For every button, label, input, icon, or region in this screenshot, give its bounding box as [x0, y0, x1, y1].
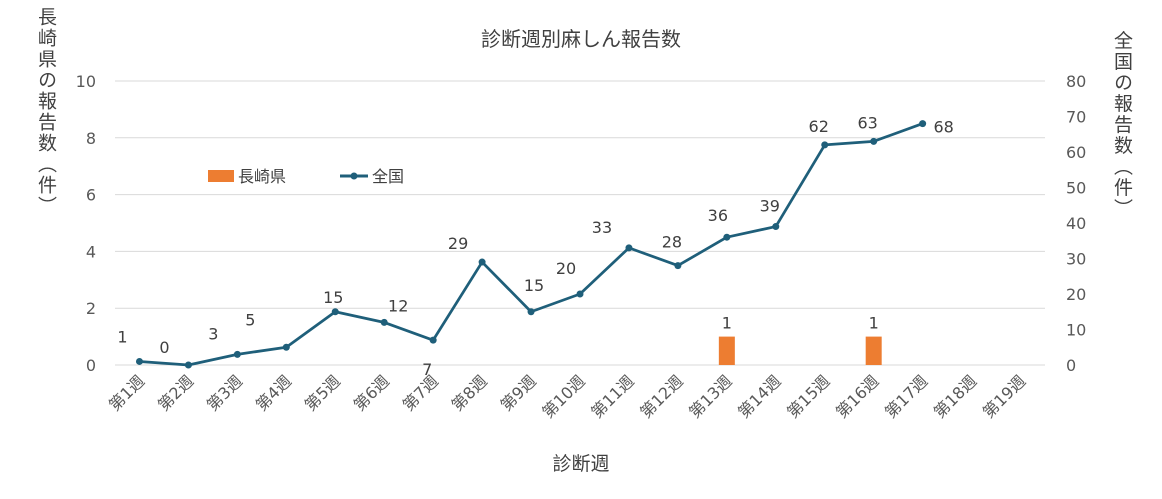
legend-swatch-nagasaki: [208, 170, 234, 182]
right-axis-title: 全国の報告数（件）: [1111, 30, 1133, 219]
line-point: [429, 336, 437, 344]
x-tick-label: 第12週: [636, 371, 686, 421]
right-tick-label: 50: [1066, 179, 1086, 198]
line-point: [625, 244, 633, 252]
line-data-label: 5: [245, 310, 255, 329]
x-tick-label: 第16週: [832, 371, 882, 421]
line-point: [184, 361, 192, 369]
line-path-national: [139, 122, 924, 367]
left-tick-label: 6: [86, 186, 96, 205]
line-series-national: [135, 120, 927, 369]
bar-series-nagasaki: [718, 336, 882, 365]
right-tick-label: 80: [1066, 72, 1086, 91]
line-point: [331, 308, 339, 316]
x-tick-label: 第1週: [105, 371, 148, 414]
x-tick-label: 第2週: [154, 371, 197, 414]
x-tick-label: 第13週: [685, 371, 735, 421]
x-tick-label: 第3週: [203, 371, 246, 414]
x-tick-label: 第6週: [350, 371, 393, 414]
legend-label-national: 全国: [372, 167, 404, 186]
left-tick-label: 0: [86, 356, 96, 375]
x-tick-label: 第9週: [497, 371, 540, 414]
left-axis-title: 長崎県の報告数（件）: [35, 7, 57, 217]
line-point: [478, 258, 486, 266]
line-data-label: 63: [858, 113, 878, 132]
line-data-label: 62: [809, 117, 829, 136]
left-tick-label: 2: [86, 299, 96, 318]
gridlines: [115, 80, 1045, 366]
right-tick-label: 70: [1066, 108, 1086, 127]
line-point: [135, 357, 143, 365]
x-tick-label: 第11週: [587, 371, 637, 421]
bar-nagasaki: [865, 336, 882, 365]
x-tick-label: 第4週: [252, 371, 295, 414]
bar-data-label: 1: [722, 314, 732, 333]
chart-title: 診断週別麻しん報告数: [481, 27, 681, 51]
line-point: [527, 308, 535, 316]
x-axis-title: 診断週: [552, 453, 609, 475]
right-tick-label: 60: [1066, 143, 1086, 162]
legend-swatch-national-marker: [350, 172, 358, 180]
line-data-label: 1: [117, 327, 127, 346]
right-axis-ticks: 0 10 20 30 40 50 60 70 80: [1066, 72, 1086, 375]
x-tick-label: 第8週: [448, 371, 491, 414]
line-data-label: 0: [159, 338, 169, 357]
line-point: [674, 262, 682, 270]
x-tick-label: 第17週: [881, 371, 931, 421]
line-data-label: 36: [708, 206, 728, 225]
line-point: [576, 290, 584, 298]
line-data-label: 28: [662, 233, 682, 252]
line-data-label: 7: [422, 360, 432, 379]
line-data-label: 29: [448, 234, 468, 253]
x-axis-ticks: 第1週 第2週 第3週 第4週 第5週 第6週 第7週 第8週 第9週第10週第11週第12週第…: [105, 371, 1029, 421]
bar-data-label: 1: [869, 314, 879, 333]
x-tick-label: 第14週: [734, 371, 784, 421]
line-data-label: 12: [388, 296, 408, 315]
right-tick-label: 20: [1066, 285, 1086, 304]
left-title: 長崎県の報告数（件）: [35, 7, 57, 217]
x-tick-label: 第10週: [538, 371, 588, 421]
right-tick-label: 0: [1066, 356, 1076, 375]
line-point: [380, 318, 388, 326]
right-tick-label: 40: [1066, 214, 1086, 233]
right-title: 全国の報告数（件）: [1111, 30, 1133, 219]
right-tick-label: 30: [1066, 250, 1086, 269]
line-data-label: 39: [760, 197, 780, 216]
line-data-label: 20: [556, 259, 576, 278]
x-tick-label: 第7週: [399, 371, 442, 414]
line-point: [919, 120, 927, 128]
bar-nagasaki: [718, 336, 735, 365]
x-tick-label: 第15週: [783, 371, 833, 421]
left-axis-ticks: 0 2 4 6 8 10: [76, 72, 96, 375]
line-point: [870, 137, 878, 145]
left-tick-label: 8: [86, 129, 96, 148]
line-data-label: 15: [524, 276, 544, 295]
x-tick-label: 第18週: [930, 371, 980, 421]
left-tick-label: 10: [76, 72, 96, 91]
left-tick-label: 4: [86, 242, 96, 261]
x-tick-label: 第5週: [301, 371, 344, 414]
legend-label-nagasaki: 長崎県: [238, 167, 286, 186]
line-point: [233, 350, 241, 358]
x-tick-label: 第19週: [979, 371, 1029, 421]
line-point: [282, 343, 290, 351]
line-point: [821, 141, 829, 149]
line-data-labels: 1 0 3 5 15 12 7 29 15 20 33 28 36 39 62 63 68: [117, 113, 953, 379]
line-data-label: 3: [208, 324, 218, 343]
line-point: [723, 233, 731, 241]
line-data-label: 68: [933, 118, 953, 137]
line-data-label: 15: [323, 288, 343, 307]
line-point: [772, 223, 780, 231]
right-tick-label: 10: [1066, 321, 1086, 340]
line-data-label: 33: [592, 218, 612, 237]
legend: 長崎県 全国: [208, 167, 404, 186]
